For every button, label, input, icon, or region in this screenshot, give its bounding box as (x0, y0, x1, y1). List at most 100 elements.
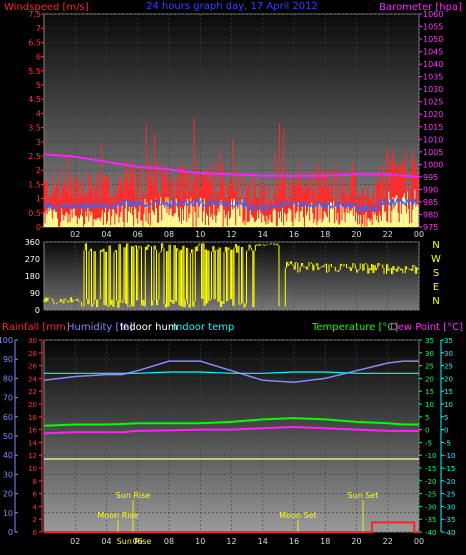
temp-tick-label: -40 (425, 529, 436, 537)
humidity-tick-label: 50 (3, 432, 13, 441)
humidity-tick-label: 40 (3, 451, 13, 460)
x-tick-label: 08 (164, 230, 174, 239)
legend-item: Humidity [%] (67, 322, 133, 333)
wind-tick-label: 2.5 (28, 152, 41, 161)
baro-tick-label: 1020 (423, 110, 443, 119)
dir-tick-label: 270 (25, 255, 40, 264)
baro-tick-label: 1055 (423, 23, 443, 32)
wind-average-series (43, 197, 419, 213)
x-tick-label: 14 (258, 537, 268, 546)
wind-tick-label: 6 (36, 53, 41, 62)
dew-tick-label: -30 (444, 503, 455, 511)
rain-tick-label: 20 (28, 401, 37, 409)
baro-tick-label: 1035 (423, 73, 443, 82)
wind-tick-label: 1 (36, 195, 41, 204)
wind-tick-label: 1.5 (28, 180, 41, 189)
rain-tick-label: 12 (28, 452, 37, 460)
dew-tick-label: 5 (444, 414, 448, 422)
rain-tick-label: 16 (28, 427, 37, 435)
temp-tick-label: 0 (425, 427, 429, 435)
rain-tick-label: 24 (28, 375, 37, 383)
compass-label: S (433, 268, 439, 279)
temp-tick-label: 20 (425, 375, 434, 383)
astro-annotation: Sun Rise (117, 537, 152, 546)
dew-tick-label: 0 (444, 427, 448, 435)
humidity-tick-label: 60 (3, 413, 13, 422)
wind-direction-series (43, 243, 419, 308)
x-tick-label: 22 (383, 537, 393, 546)
dew-tick-label: -40 (444, 529, 455, 537)
humidity-tick-label: 10 (3, 509, 13, 518)
x-tick-label: 02 (70, 230, 80, 239)
humidity-tick-label: 100 (0, 336, 13, 345)
temp-tick-label: 25 (425, 363, 434, 371)
baro-tick-label: 1050 (423, 35, 443, 44)
astro-annotation: Moon Rise (97, 511, 138, 520)
wind-tick-label: 5.5 (28, 67, 41, 76)
compass-label: N (432, 296, 439, 307)
astro-annotation: Sun Rise (116, 491, 151, 500)
x-tick-label: 10 (195, 230, 205, 239)
x-tick-label: 18 (320, 230, 330, 239)
temp-tick-label: -30 (425, 503, 436, 511)
temp-tick-label: 15 (425, 388, 434, 396)
x-tick-label: 12 (226, 230, 236, 239)
dew-tick-label: -20 (444, 478, 455, 486)
humidity-tick-label: 70 (3, 394, 13, 403)
x-tick-label: 22 (383, 230, 393, 239)
rain-tick-label: 6 (33, 491, 38, 499)
temp-tick-label: 35 (425, 337, 434, 345)
compass-label: W (431, 254, 441, 265)
wind-speed-series (43, 189, 419, 227)
dew-tick-label: -15 (444, 465, 455, 473)
barometer-series (43, 153, 420, 178)
wind-tick-label: 4 (36, 109, 41, 118)
x-tick-label: 00 (414, 230, 424, 239)
baro-tick-label: 1040 (423, 60, 443, 69)
baro-tick-label: 990 (423, 185, 438, 194)
dew-tick-label: 25 (444, 363, 453, 371)
baro-tick-label: 995 (423, 173, 438, 182)
temp-tick-label: -20 (425, 478, 436, 486)
baro-tick-label: 1015 (423, 123, 443, 132)
wind-tick-label: 2 (36, 166, 41, 175)
dir-tick-label: 180 (25, 272, 40, 281)
dir-tick-label: 0 (35, 306, 40, 315)
dew-tick-label: 20 (444, 375, 453, 383)
baro-tick-label: 1025 (423, 98, 443, 107)
wind-tick-label: 4.5 (28, 95, 41, 104)
astro-annotation: Moon Set (279, 511, 316, 520)
rain-tick-label: 8 (33, 478, 37, 486)
dir-tick-label: 360 (25, 238, 40, 247)
temp-tick-label: -5 (425, 439, 432, 447)
dew-tick-label: -35 (444, 516, 455, 524)
wind-tick-label: 7.5 (28, 10, 41, 19)
indoor-temp-series (44, 371, 419, 374)
dew-tick-label: 35 (444, 337, 453, 345)
humidity-tick-label: 90 (3, 355, 13, 364)
baro-axis-title: Barometer [hpa] (379, 2, 462, 13)
dew-point-series (43, 425, 419, 435)
x-tick-label: 14 (258, 230, 268, 239)
rain-tick-label: 14 (28, 439, 37, 447)
humidity-tick-label: 80 (3, 374, 13, 383)
compass-label: N (432, 240, 439, 251)
rain-tick-label: 2 (33, 516, 37, 524)
baro-tick-label: 985 (423, 198, 438, 207)
legend-item: Dew Point [°C] (390, 322, 463, 333)
baro-tick-label: 975 (423, 223, 438, 232)
x-tick-label: 06 (133, 537, 143, 546)
wind-tick-label: 3 (36, 138, 41, 147)
legend-item: Indoor temp (173, 322, 234, 333)
x-tick-label: 08 (164, 537, 174, 546)
x-tick-label: 16 (289, 230, 299, 239)
dew-tick-label: -25 (444, 491, 455, 499)
astro-annotation: Sun Set (348, 491, 379, 500)
baro-tick-label: 1005 (423, 148, 443, 157)
baro-tick-label: 1010 (423, 135, 443, 144)
x-tick-label: 00 (414, 537, 424, 546)
dew-tick-label: 15 (444, 388, 453, 396)
wind-tick-label: 6.5 (28, 38, 41, 47)
x-tick-label: 20 (351, 537, 361, 546)
dew-tick-label: -5 (444, 439, 451, 447)
